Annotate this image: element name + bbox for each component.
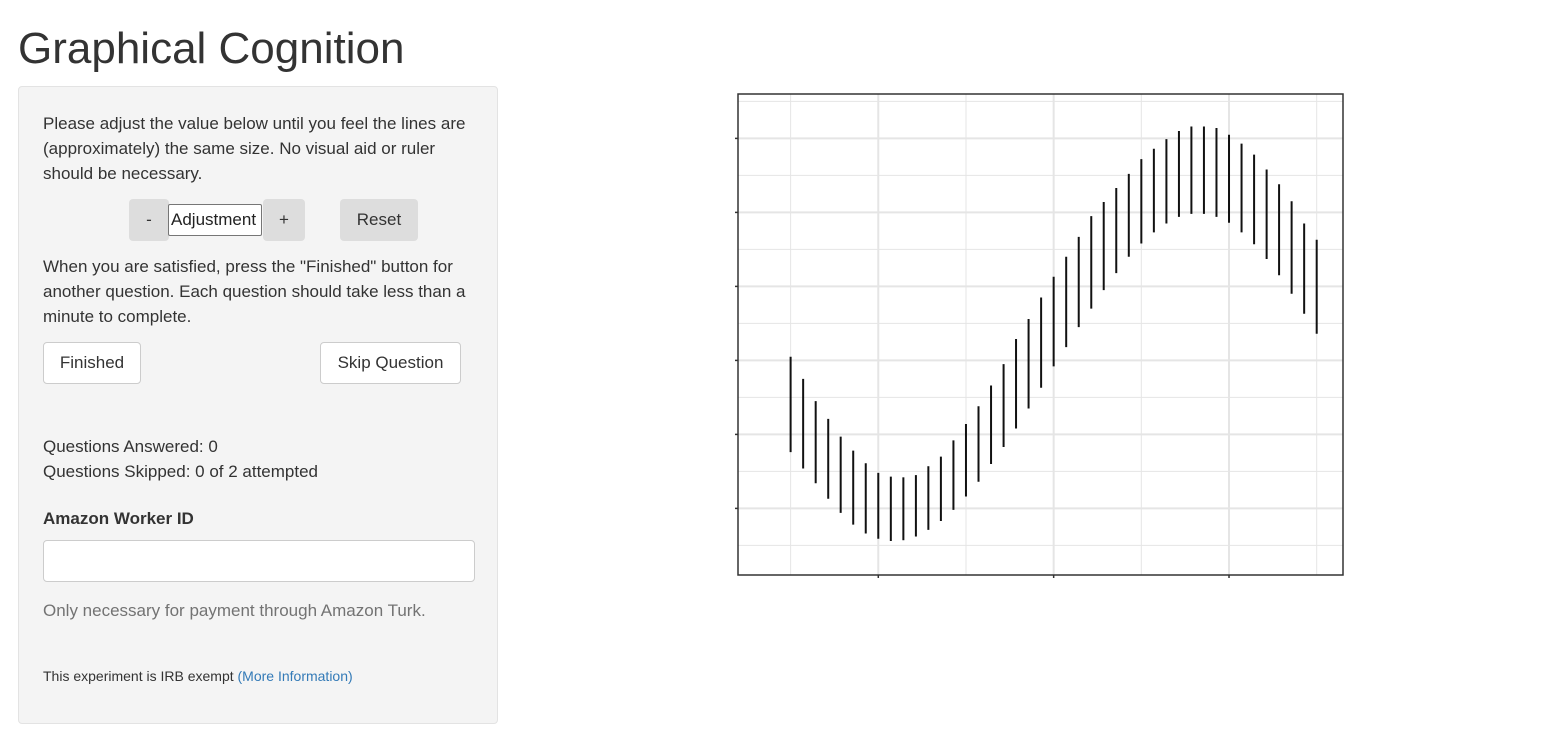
- reset-button[interactable]: Reset: [340, 199, 418, 241]
- finished-button[interactable]: Finished: [43, 342, 141, 384]
- worker-id-input[interactable]: [43, 540, 475, 582]
- plot-frame: [737, 93, 1344, 576]
- plot-ticks: [735, 137, 1230, 578]
- adjustment-input[interactable]: [168, 204, 262, 236]
- questions-skipped-text: Questions Skipped: 0 of 2 attempted: [43, 462, 319, 481]
- instructions-text: Please adjust the value below until you …: [43, 114, 466, 183]
- irb-notice: This experiment is IRB exempt (More Info…: [43, 668, 353, 684]
- stimulus-plot: [735, 93, 1344, 578]
- plot-segments: [789, 126, 1318, 541]
- worker-id-label: Amazon Worker ID: [43, 509, 194, 528]
- decrease-button[interactable]: -: [129, 199, 169, 241]
- irb-text: This experiment is IRB exempt: [43, 668, 234, 684]
- sidebar-panel: Please adjust the value below until you …: [18, 86, 498, 724]
- finish-instructions-text: When you are satisfied, press the "Finis…: [43, 257, 466, 326]
- skip-question-button[interactable]: Skip Question: [320, 342, 461, 384]
- questions-answered-text: Questions Answered: 0: [43, 437, 218, 456]
- page-title: Graphical Cognition: [18, 24, 405, 73]
- increase-button[interactable]: +: [263, 199, 305, 241]
- worker-id-help-text: Only necessary for payment through Amazo…: [43, 601, 426, 620]
- more-information-link[interactable]: (More Information): [237, 668, 353, 684]
